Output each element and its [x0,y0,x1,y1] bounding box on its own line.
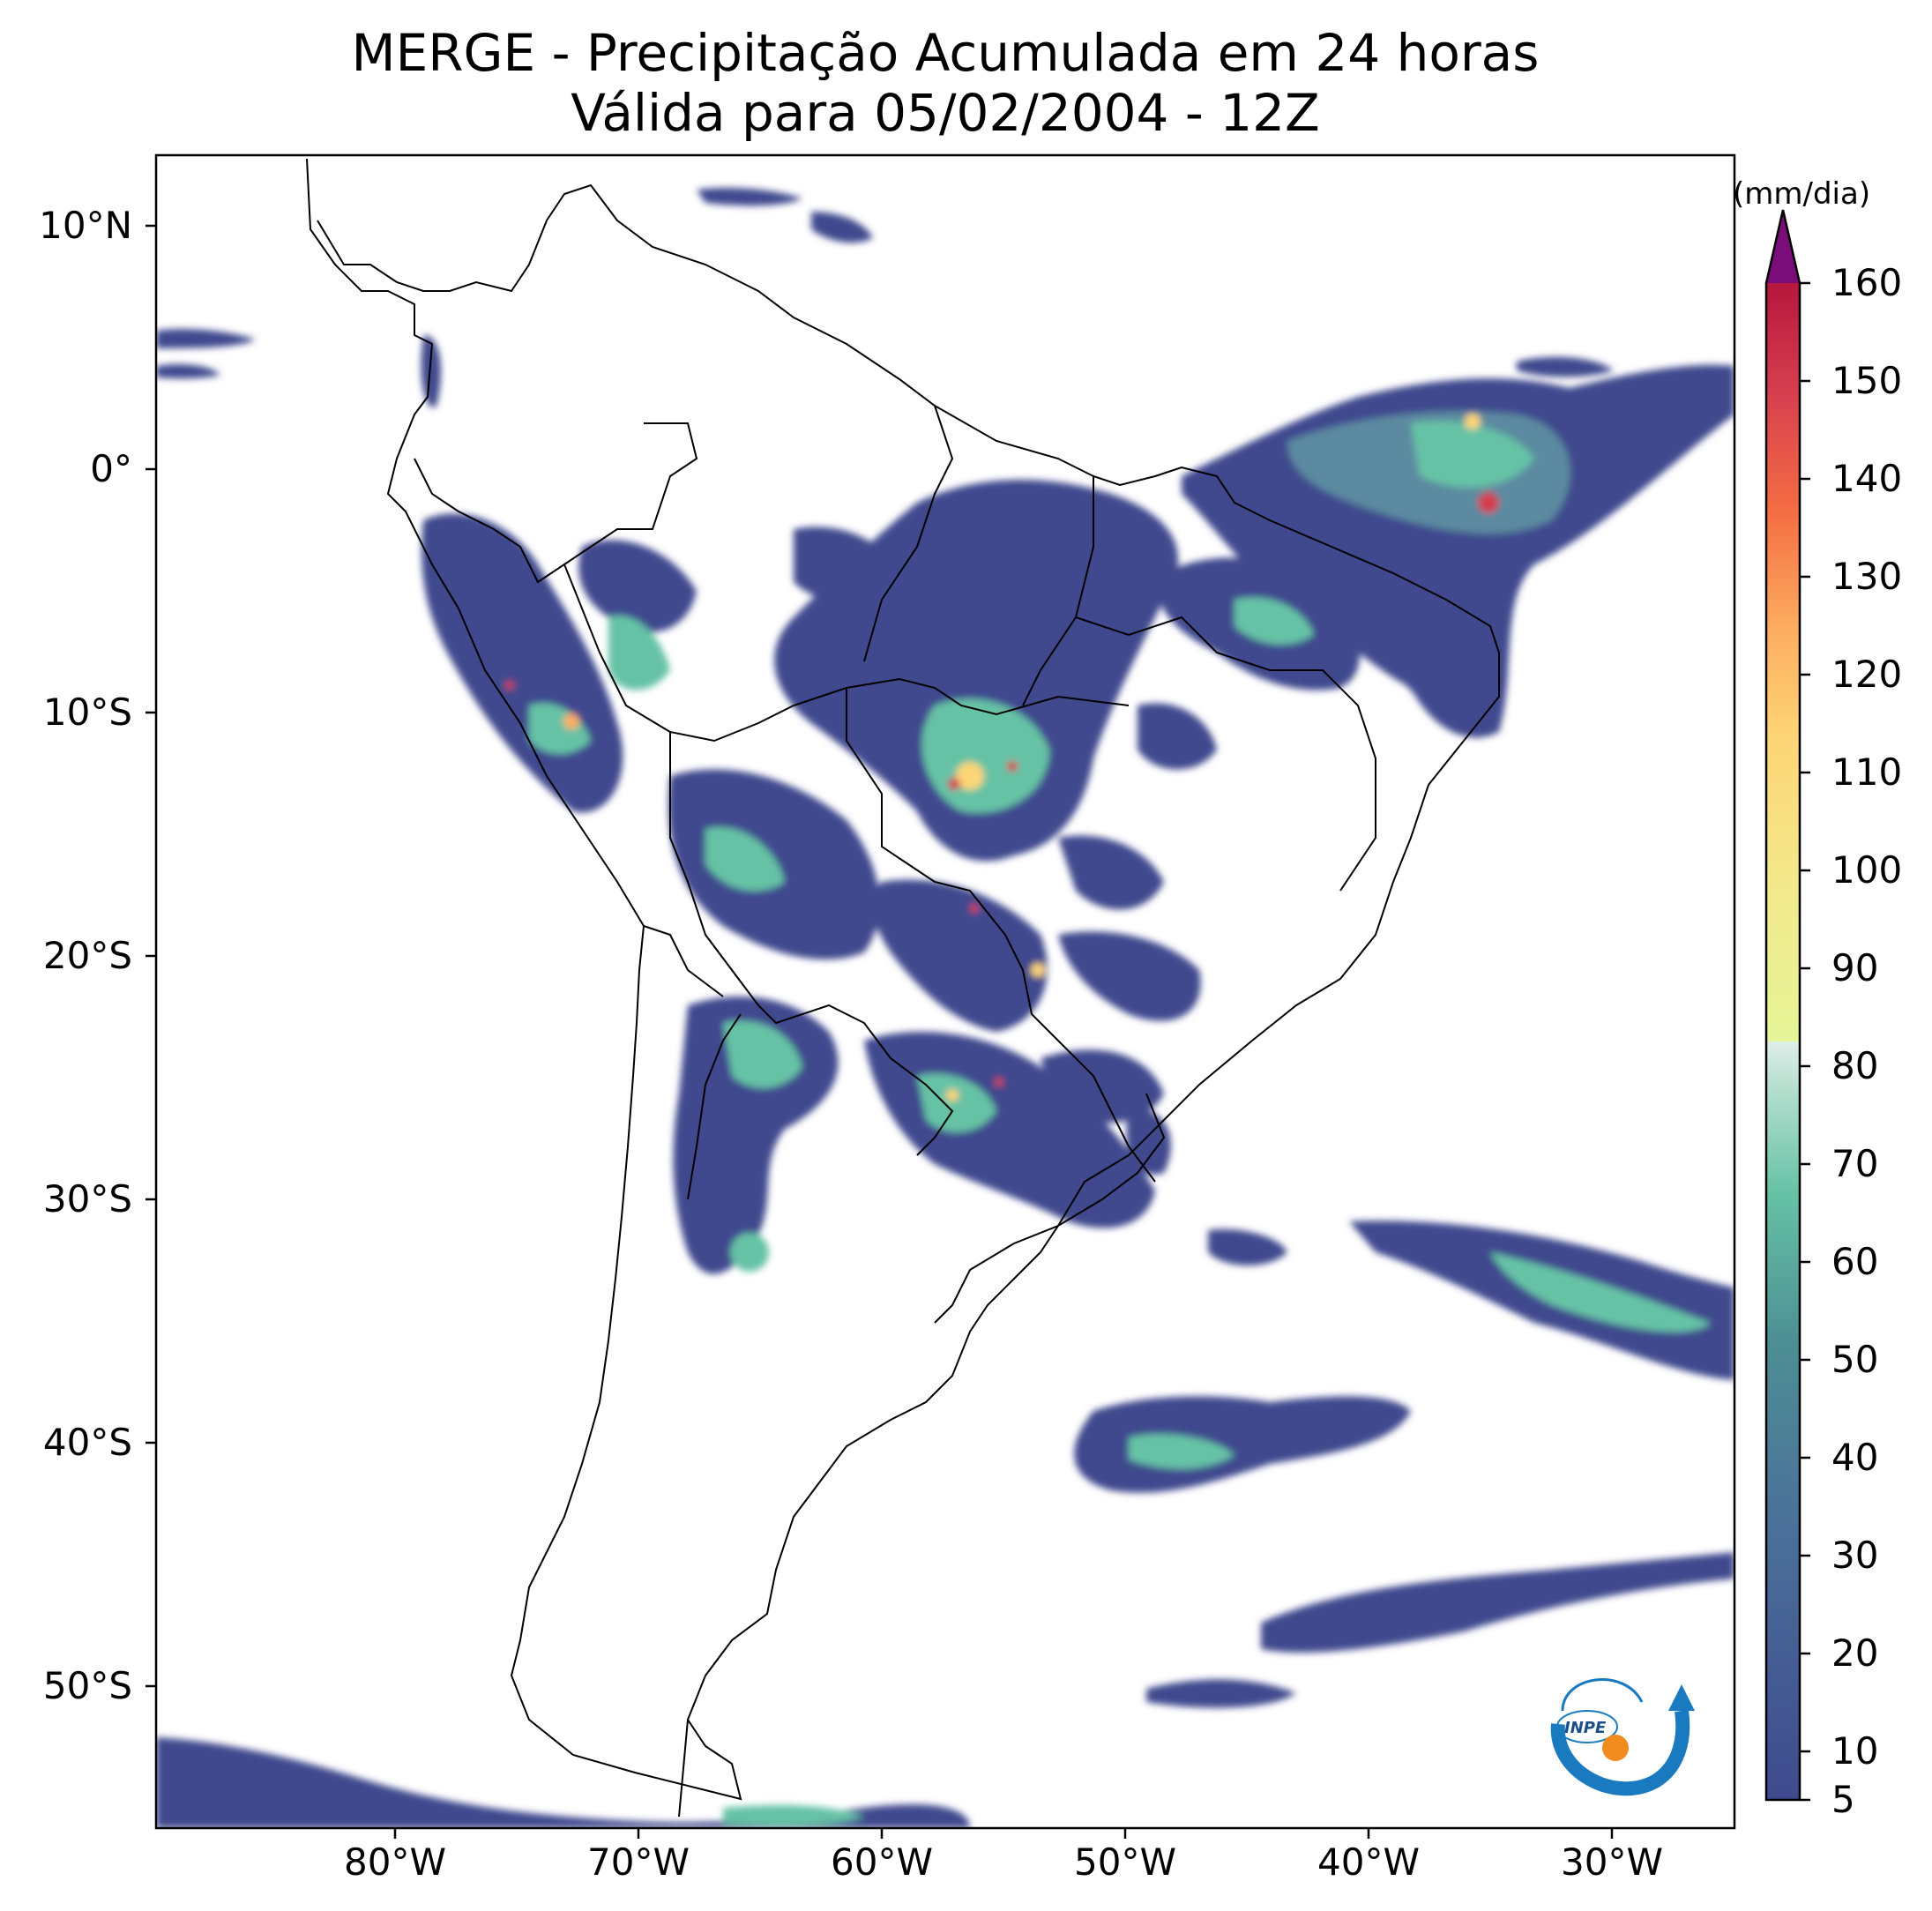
colorbar-tick-50: 50 [1831,1338,1879,1381]
map-frame [154,153,1736,1830]
colorbar-tick-5: 5 [1831,1778,1855,1821]
lat-label-10n: 10°N [39,204,132,247]
colorbar-tick-60: 60 [1831,1240,1879,1283]
colorbar-tick-40: 40 [1831,1436,1879,1479]
lon-label-60w: 60°W [831,1840,933,1884]
lat-label-20s: 20°S [42,934,132,977]
colorbar-unit: (mm/dia) [1733,176,1871,212]
map-subtitle: Válida para 05/02/2004 - 12Z [571,83,1320,143]
precipitation-field [156,188,1734,1828]
lat-label-0: 0° [90,447,132,490]
colorbar-tick-90: 90 [1831,946,1879,989]
colorbar-tick-120: 120 [1831,653,1903,696]
colorbar-tick-70: 70 [1831,1142,1879,1185]
lon-tick-marks [393,1828,1614,1839]
colorbar-tick-80: 80 [1831,1044,1879,1087]
lon-label-80w: 80°W [344,1840,446,1884]
colorbar-tick-150: 150 [1831,359,1903,402]
colorbar-tick-30: 30 [1831,1534,1879,1577]
lon-label-70w: 70°W [587,1840,690,1884]
colorbar-tick-160: 160 [1831,261,1903,304]
lat-label-40s: 40°S [42,1421,132,1464]
colorbar [1764,209,1810,1802]
lon-label-30w: 30°W [1561,1840,1663,1884]
inpe-logo-text: INPE [1564,1719,1607,1737]
colorbar-tick-110: 110 [1831,750,1903,794]
colorbar-max-arrow [1766,210,1800,283]
lon-label-50w: 50°W [1074,1840,1176,1884]
colorbar-tick-130: 130 [1831,555,1903,598]
colorbar-tick-100: 100 [1831,848,1903,892]
lat-label-50s: 50°S [42,1664,132,1707]
coastlines [306,158,1500,1818]
colorbar-tick-20: 20 [1831,1631,1879,1675]
lat-tick-marks [145,224,156,1688]
colorbar-ramp [1766,283,1800,1800]
lat-label-10s: 10°S [42,690,132,734]
inpe-logo: INPE [1550,1678,1695,1796]
colorbar-tick-140: 140 [1831,457,1903,500]
lat-label-30s: 30°S [42,1177,132,1221]
colorbar-tick-10: 10 [1831,1729,1879,1773]
map-title: MERGE - Precipitação Acumulada em 24 hor… [351,23,1540,83]
lon-label-40w: 40°W [1317,1840,1420,1884]
